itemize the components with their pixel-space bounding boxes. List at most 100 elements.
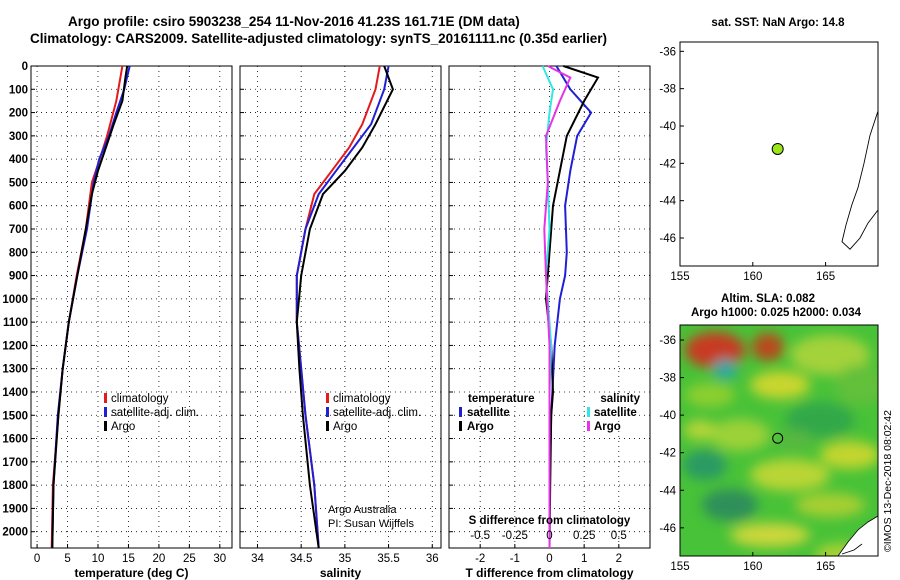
legend-swatch: [459, 421, 462, 431]
x-tick-label: 34.5: [290, 553, 312, 565]
legend-label: Argo: [594, 421, 621, 433]
series-satellite-adj-clim: [295, 65, 390, 549]
top-tick-label: 0.25: [573, 530, 595, 542]
x-tick-label: 20: [153, 553, 166, 565]
y-tick-label: 2000: [2, 527, 28, 539]
heat-blob: [752, 333, 784, 361]
x-tick-label: 165: [816, 561, 835, 573]
series-temperature-argo: [544, 65, 600, 549]
series-temperature-satellite: [548, 65, 593, 548]
y-tick-label: -38: [659, 373, 676, 385]
y-tick-label: 300: [9, 131, 28, 143]
y-tick-label: 400: [9, 154, 28, 166]
x-tick-label: 10: [92, 553, 105, 565]
y-tick-label: 900: [9, 271, 28, 283]
top-tick-label: 0: [546, 530, 552, 542]
series-argo: [51, 65, 129, 549]
heat-blob: [730, 523, 810, 547]
y-tick-label: 1300: [2, 364, 28, 376]
y-tick-label: -36: [659, 335, 676, 347]
map-frame: [679, 324, 879, 557]
x-axis-label: temperature (deg C): [74, 566, 188, 580]
legend-swatch: [459, 407, 462, 417]
plot-frame: [239, 65, 442, 549]
credit-line-2: PI: Susan Wijffels: [328, 518, 414, 530]
series-satellite-adj-clim: [51, 65, 131, 549]
legend-swatch: [326, 421, 329, 431]
legend-label: Argo: [333, 421, 357, 433]
x-tick-label: 35.5: [377, 553, 399, 565]
y-tick-label: -40: [659, 410, 676, 422]
y-tick-label: 200: [9, 108, 28, 120]
legend-label: satellite: [594, 407, 637, 419]
x-tick-label: 34: [251, 553, 264, 565]
x-tick-label: 36: [426, 553, 439, 565]
heat-blobs: [683, 332, 878, 556]
y-tick-label: 100: [9, 84, 28, 96]
series-climatology: [50, 65, 124, 549]
heat-blob: [713, 359, 737, 379]
difference-panel: -2 -1 0 1 2T difference from climatology temp…: [448, 65, 651, 580]
float-position-marker: [772, 432, 784, 444]
y-tick-label: 1000: [2, 294, 28, 306]
heat-blob: [683, 450, 727, 480]
x-tick-label: 30: [213, 553, 226, 565]
y-tick-label: -46: [659, 523, 676, 535]
top-tick-label: -0.25: [502, 530, 528, 542]
x-tick-label: 1: [581, 553, 587, 565]
y-tick-label: 700: [9, 224, 28, 236]
x-tick-label: 35: [338, 553, 351, 565]
legend-label: Argo: [467, 421, 494, 433]
legend-label: Argo: [111, 421, 135, 433]
top-tick-label: -0.5: [470, 530, 490, 542]
map-title: sat. SST: NaN Argo: 14.8: [711, 17, 845, 29]
x-tick-label: 25: [183, 553, 196, 565]
x-axis-label: salinity: [320, 566, 362, 580]
x-tick-label: -2: [475, 553, 485, 565]
y-tick-label: 1600: [2, 434, 28, 446]
coastline: [841, 543, 863, 555]
legend-label: climatology: [333, 393, 391, 405]
heat-blob: [835, 365, 878, 405]
y-tick-label: 1900: [2, 503, 28, 515]
heat-blob: [777, 430, 813, 450]
legend-swatch: [104, 393, 107, 403]
title-line-2: Climatology: CARS2009. Satellite-adjuste…: [30, 31, 607, 46]
heat-blob: [785, 402, 855, 438]
legend-title: temperature: [468, 393, 534, 405]
heat-blob: [685, 383, 735, 407]
x-tick-label: 165: [816, 271, 835, 283]
y-tick-label: 1700: [2, 457, 28, 469]
y-tick-label: -44: [659, 196, 676, 208]
series-salinity-argo: [543, 65, 572, 548]
y-tick-label: 1800: [2, 480, 28, 492]
x-tick-label: 0: [546, 553, 552, 565]
temperature-panel: 0100200300400500600700800900100011001200…: [2, 61, 233, 580]
legend-swatch: [326, 393, 329, 403]
y-tick-label: 1400: [2, 387, 28, 399]
y-tick-label: 500: [9, 177, 28, 189]
heat-blob: [710, 419, 770, 451]
legend-label: satellite-adj. clim.: [111, 407, 199, 419]
heat-blob: [820, 441, 878, 469]
y-tick-label: -44: [659, 485, 676, 497]
sst-map-panel: -36 -38 -40 -42 -44 -46 155 160 165 sat. SST: NaN…: [659, 17, 879, 283]
x-tick-label: 160: [743, 561, 762, 573]
y-tick-label: -42: [659, 158, 676, 170]
heat-blob: [795, 493, 865, 517]
legend-swatch: [104, 421, 107, 431]
sla-map-panel: -36 -38 -40 -42 -44 -46 155 160 165 Altim. SLA: 0…: [659, 293, 879, 573]
legend-swatch: [104, 407, 107, 417]
x-tick-label: 5: [64, 553, 70, 565]
timestamp: ©IMOS 13-Dec-2018 08:02:42: [882, 410, 894, 552]
x-axis-label: T difference from climatology: [465, 566, 633, 580]
x-tick-label: -1: [510, 553, 520, 565]
title-line-1: Argo profile: csiro 5903238_254 11-Nov-2…: [68, 14, 520, 29]
y-tick-label: 1200: [2, 340, 28, 352]
salinity-panel: 34 34.5 35 35.5 36 salinity climatology satelli…: [239, 65, 442, 580]
y-tick-label: -42: [659, 448, 676, 460]
heat-blob: [750, 371, 810, 399]
map-subtitle: Argo h1000: 0.025 h2000: 0.034: [691, 307, 862, 319]
map-frame: [679, 41, 879, 267]
